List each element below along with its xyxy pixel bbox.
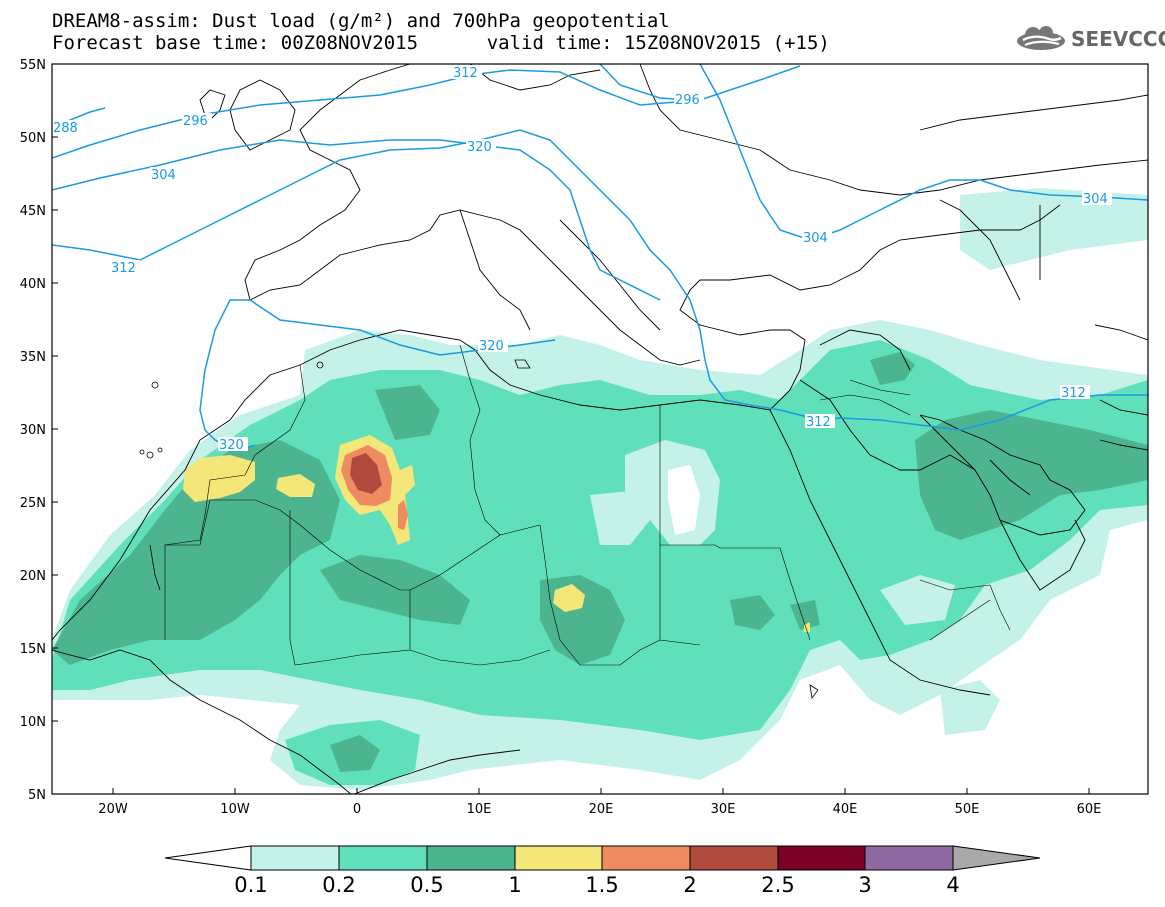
colorbar-tick: 1 bbox=[508, 873, 521, 897]
colorbar-tick: 2.5 bbox=[761, 873, 794, 897]
colorbar-ticks: 0.1 0.2 0.5 1 1.5 2 2.5 3 4 bbox=[234, 873, 959, 897]
seevccc-logo: SEEVCCC bbox=[1015, 26, 1165, 52]
colorbar-segment bbox=[426, 845, 516, 871]
lat-label: 55N bbox=[20, 58, 46, 73]
colorbar-right-arrow bbox=[952, 845, 1041, 871]
lon-label: 0 bbox=[353, 802, 361, 817]
coastlines-borders bbox=[52, 64, 1148, 794]
base-time: Forecast base time: 00Z08NOV2015 bbox=[52, 32, 419, 54]
lat-label: 35N bbox=[20, 350, 46, 365]
colorbar-tick: 4 bbox=[946, 873, 959, 897]
lat-label: 15N bbox=[20, 642, 46, 657]
colorbar-segment bbox=[601, 845, 691, 871]
contour-labels: 288 296 304 312 320 320 320 296 304 304 … bbox=[52, 65, 1112, 453]
lat-label: 40N bbox=[20, 277, 46, 292]
lon-label: 40E bbox=[833, 802, 858, 817]
lat-label: 30N bbox=[20, 423, 46, 438]
colorbar-segment bbox=[338, 845, 428, 871]
contour-label: 304 bbox=[1083, 192, 1108, 207]
colorbar-tick: 2 bbox=[683, 873, 696, 897]
colorbar-tick: 0.2 bbox=[322, 873, 355, 897]
contour-label: 296 bbox=[675, 93, 700, 108]
valid-time: valid time: 15Z08NOV2015 (+15) bbox=[486, 32, 830, 54]
dust-layer-0.5 bbox=[52, 352, 1148, 772]
dust-layer-2 bbox=[350, 453, 382, 494]
contour-label: 320 bbox=[219, 438, 244, 453]
latitude-axis: 55N 50N 45N 40N 35N 30N 25N 20N 15N 10N … bbox=[20, 58, 58, 803]
contour-label: 312 bbox=[111, 261, 136, 276]
contour-label: 312 bbox=[1061, 386, 1086, 401]
colorbar-segment bbox=[864, 845, 954, 871]
lat-label: 10N bbox=[20, 715, 46, 730]
map-title: DREAM8-assim: Dust load (g/m²) and 700hP… bbox=[52, 10, 830, 54]
islands bbox=[139, 359, 819, 700]
colorbar-tick: 1.5 bbox=[585, 873, 618, 897]
colorbar-legend: 0.1 0.2 0.5 1 1.5 2 2.5 3 4 bbox=[164, 845, 1041, 897]
lon-label: 20W bbox=[98, 802, 128, 817]
contour-label: 296 bbox=[183, 114, 208, 129]
country-borders bbox=[164, 344, 1011, 666]
lat-label: 25N bbox=[20, 496, 46, 511]
contour-label: 312 bbox=[453, 66, 478, 81]
colorbar-tick: 3 bbox=[858, 873, 871, 897]
map-plot-area: 288 296 304 312 320 320 320 296 304 304 … bbox=[52, 64, 1148, 794]
colorbar-segment bbox=[250, 845, 340, 871]
lon-label: 60E bbox=[1077, 802, 1102, 817]
colorbar-left-arrow bbox=[164, 845, 252, 871]
cloud-icon bbox=[1017, 26, 1065, 50]
lon-label: 10E bbox=[467, 802, 492, 817]
contour-label: 320 bbox=[467, 140, 492, 155]
longitude-axis: 20W 10W 0 10E 20E 30E 40E 50E 60E bbox=[98, 788, 1101, 817]
colorbar-tick: 0.5 bbox=[410, 873, 443, 897]
dust-clear-areas bbox=[590, 440, 955, 625]
colorbar-segments bbox=[250, 845, 954, 871]
colorbar-segment bbox=[514, 845, 603, 871]
lon-label: 20E bbox=[589, 802, 614, 817]
colorbar-tick: 0.1 bbox=[234, 873, 267, 897]
contour-label: 320 bbox=[479, 339, 504, 354]
colorbar-segment bbox=[689, 845, 779, 871]
lon-label: 50E bbox=[955, 802, 980, 817]
lat-label: 5N bbox=[28, 788, 46, 803]
contour-label: 312 bbox=[806, 415, 831, 430]
lat-label: 20N bbox=[20, 569, 46, 584]
lat-label: 45N bbox=[20, 204, 46, 219]
lon-label: 10W bbox=[220, 802, 250, 817]
contour-label: 288 bbox=[53, 121, 78, 136]
lon-label: 30E bbox=[711, 802, 736, 817]
title-line1: DREAM8-assim: Dust load (g/m²) and 700hP… bbox=[52, 10, 670, 32]
contour-label: 304 bbox=[151, 168, 176, 183]
brand-name: SEEVCCC bbox=[1071, 27, 1165, 51]
lat-label: 50N bbox=[20, 131, 46, 146]
contour-label: 304 bbox=[803, 231, 828, 246]
colorbar-segment bbox=[777, 845, 866, 871]
